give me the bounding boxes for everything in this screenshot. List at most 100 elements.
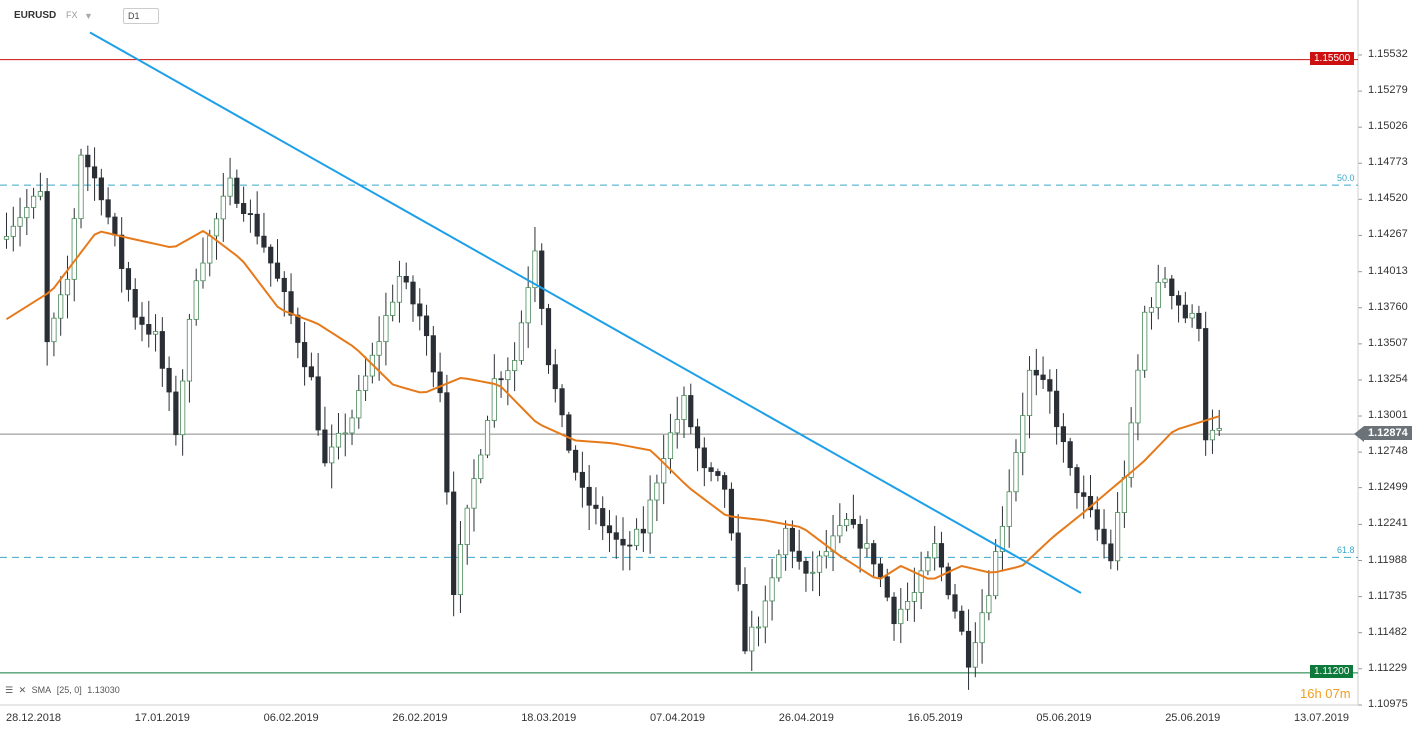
candle-bull xyxy=(993,551,999,597)
close-icon[interactable]: ✕ xyxy=(18,685,27,695)
candle-bear xyxy=(884,576,890,598)
candle-bear xyxy=(573,449,579,473)
candle-bear xyxy=(119,234,125,269)
candle-bear xyxy=(952,594,958,612)
x-tick-label: 28.12.2018 xyxy=(6,712,62,724)
y-tick-label: 1.12241 xyxy=(1368,517,1408,530)
candle-bear xyxy=(742,584,748,652)
candle-bear xyxy=(247,213,253,215)
candle-timer: 16h 07m xyxy=(1300,686,1351,701)
candle-bear xyxy=(1040,374,1046,380)
candle-bear xyxy=(640,528,646,534)
candle-bear xyxy=(410,281,416,305)
candle-bull xyxy=(972,642,978,668)
candle-bull xyxy=(24,207,30,219)
candle-bear xyxy=(125,268,132,290)
x-tick-label: 06.02.2019 xyxy=(263,712,319,724)
candle-bull xyxy=(918,570,924,593)
y-tick-label: 1.12499 xyxy=(1368,480,1408,493)
indicator-name: SMA xyxy=(31,685,52,695)
candle-bear xyxy=(241,203,247,214)
candle-bull xyxy=(647,499,653,534)
candle-bear xyxy=(552,364,558,390)
candle-bull xyxy=(898,608,904,625)
y-tick-label: 1.14520 xyxy=(1368,192,1408,205)
candle-bear xyxy=(715,471,721,476)
y-tick-label: 1.11735 xyxy=(1368,589,1407,602)
candle-bull xyxy=(932,543,938,559)
candle-bull xyxy=(525,287,531,324)
candle-bear xyxy=(444,392,450,493)
candle-bull xyxy=(911,592,917,602)
x-tick-label: 25.06.2019 xyxy=(1165,712,1221,724)
candle-bear xyxy=(1175,295,1182,306)
candle-bear xyxy=(579,471,585,488)
candle-bear xyxy=(586,486,592,506)
candle-bear xyxy=(91,166,98,179)
grid xyxy=(0,0,1362,706)
candle-bear xyxy=(105,199,111,218)
candle-bear xyxy=(1087,496,1094,511)
y-tick-label: 1.12748 xyxy=(1368,445,1408,458)
candle-bull xyxy=(383,315,389,343)
candle-bear xyxy=(1047,379,1053,392)
candle-bull xyxy=(1189,312,1195,319)
candle-bear xyxy=(627,544,633,547)
level-tag: 1.15500 xyxy=(1310,51,1355,65)
candle-bull xyxy=(979,612,985,644)
candle-bull xyxy=(390,301,396,316)
candle-bull xyxy=(227,177,233,197)
candle-bull xyxy=(484,420,491,456)
candle-bull xyxy=(71,218,77,280)
candle-bear xyxy=(877,563,884,578)
candle-bull xyxy=(193,280,199,320)
y-tick-label: 1.11988 xyxy=(1368,553,1407,566)
symbol-label[interactable]: EURUSD xyxy=(14,10,57,21)
candle-bear xyxy=(301,342,308,368)
candle-bull xyxy=(376,341,382,356)
candle-bear xyxy=(708,467,714,472)
candle-bull xyxy=(213,218,220,237)
candle-bear xyxy=(694,426,701,449)
candle-bear xyxy=(437,371,443,394)
candle-bear xyxy=(112,216,118,236)
candle-bull xyxy=(518,322,525,361)
candle-bear xyxy=(166,367,172,393)
candle-bull xyxy=(491,378,497,421)
candle-bear xyxy=(1196,312,1202,329)
candle-bear xyxy=(1169,278,1175,296)
candle-bear xyxy=(871,543,877,565)
candle-bull xyxy=(1162,278,1168,283)
candle-bull xyxy=(512,360,518,372)
candle-bull xyxy=(152,331,159,335)
chevron-down-icon[interactable]: ▼ xyxy=(84,11,93,21)
candle-bull xyxy=(78,154,84,220)
candle-bull xyxy=(1142,311,1148,371)
candle-bear xyxy=(315,376,321,431)
candle-bull xyxy=(674,419,680,434)
candle-bear xyxy=(891,596,897,625)
candle-bear xyxy=(234,177,240,204)
candle-bull xyxy=(844,518,850,527)
menu-icon[interactable]: ☰ xyxy=(5,685,14,695)
timeframe-select[interactable]: D1 xyxy=(123,8,159,24)
candle-bear xyxy=(789,527,796,552)
candle-bear xyxy=(44,191,50,343)
x-tick-label: 18.03.2019 xyxy=(521,712,577,724)
candle-bull xyxy=(207,235,213,264)
candle-bull xyxy=(783,527,789,556)
y-tick-label: 1.14013 xyxy=(1368,264,1408,277)
candle-bull xyxy=(1148,307,1155,313)
candle-bull xyxy=(837,525,843,537)
candle-bull xyxy=(457,544,464,595)
candle-bull xyxy=(3,236,10,240)
candle-bear xyxy=(98,177,104,201)
candle-bull xyxy=(1020,415,1026,453)
candle-bear xyxy=(701,447,707,469)
candle-bull xyxy=(633,528,640,546)
candle-bear xyxy=(295,314,301,343)
y-tick-label: 1.13507 xyxy=(1368,336,1408,349)
candle-bull xyxy=(362,375,369,391)
candle-bear xyxy=(1094,509,1100,530)
